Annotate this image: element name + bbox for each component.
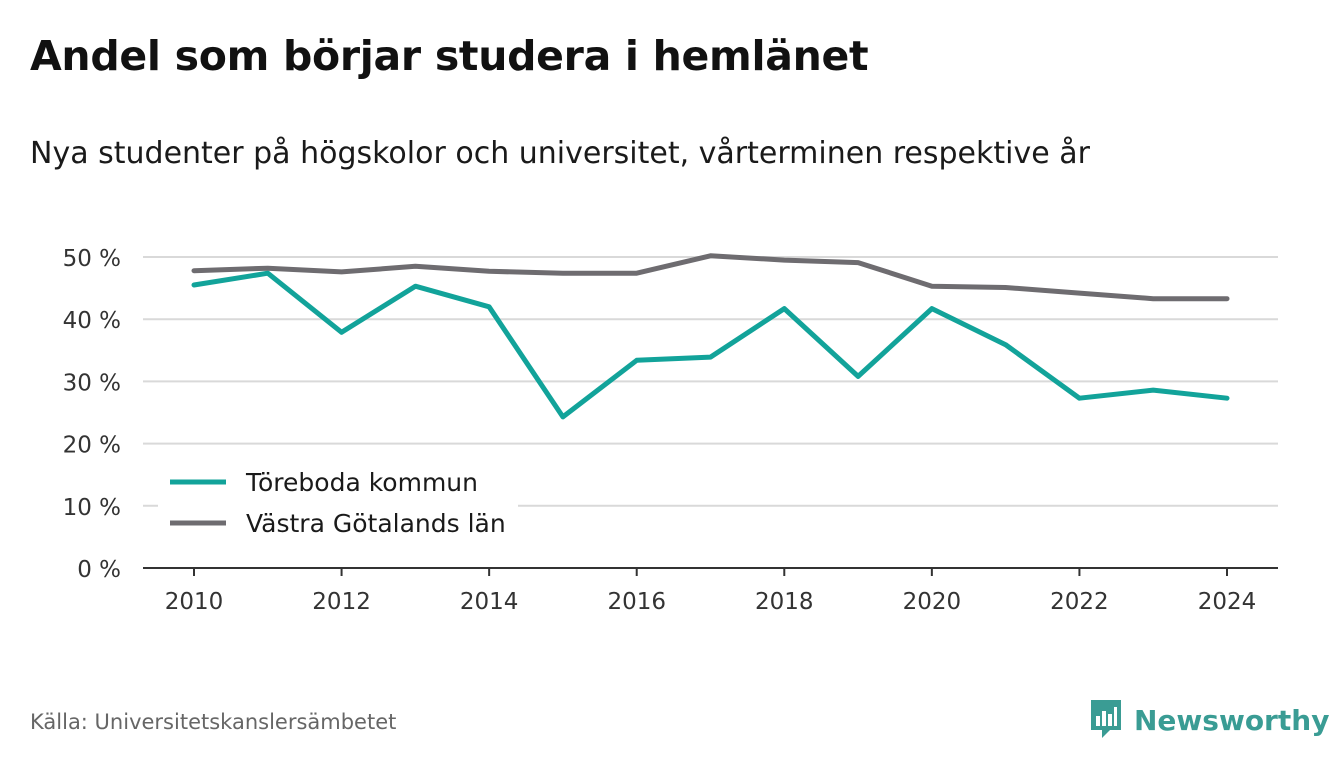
brand: Newsworthy — [1088, 698, 1329, 742]
x-tick-label: 2010 — [165, 589, 224, 615]
legend: Töreboda kommun Västra Götalands län — [158, 462, 518, 552]
source-note: Källa: Universitetskanslersämbetet — [30, 710, 397, 734]
y-tick-label: 30 % — [63, 370, 121, 396]
y-axis-ticks: 0 % 10 % 20 % 30 % 40 % 50 % — [63, 246, 121, 583]
series-group — [191, 253, 1230, 420]
chart-title: Andel som börjar studera i hemlänet — [30, 32, 869, 80]
y-tick-label: 10 % — [63, 495, 121, 521]
y-tick-label: 0 % — [77, 557, 121, 583]
x-tick-label: 2024 — [1198, 589, 1257, 615]
chart-subtitle: Nya studenter på högskolor och universit… — [30, 136, 1090, 171]
legend-background — [158, 462, 518, 552]
y-tick-label: 40 % — [63, 308, 121, 334]
newsworthy-logo-icon — [1091, 700, 1121, 738]
x-tick-label: 2012 — [312, 589, 371, 615]
brand-name: Newsworthy — [1134, 703, 1330, 737]
x-tick-label: 2016 — [607, 589, 666, 615]
legend-label: Töreboda kommun — [245, 468, 478, 497]
x-tick-label: 2014 — [460, 589, 519, 615]
x-tick-label: 2022 — [1050, 589, 1109, 615]
x-tick-label: 2020 — [903, 589, 962, 615]
series-line — [191, 253, 1230, 302]
x-tick-label: 2018 — [755, 589, 814, 615]
y-tick-label: 20 % — [63, 433, 121, 459]
y-tick-label: 50 % — [63, 246, 121, 272]
legend-label: Västra Götalands län — [246, 509, 506, 538]
x-axis-ticks: 2010 2012 2014 2016 2018 2020 2022 2024 — [165, 568, 1257, 615]
series-line — [191, 270, 1230, 420]
